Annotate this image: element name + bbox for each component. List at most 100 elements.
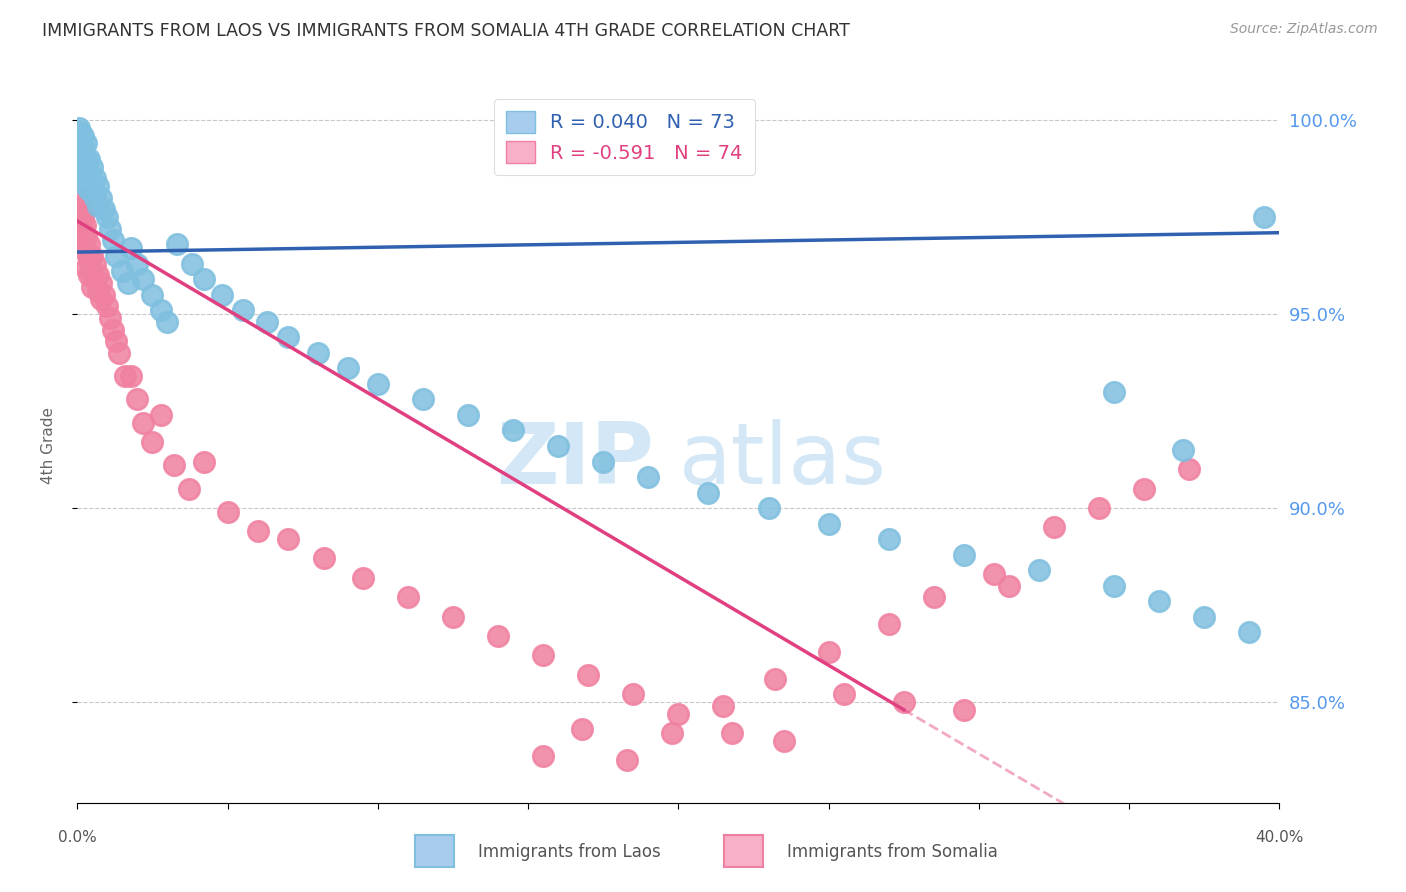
- Point: [75, 245, 97, 260]
- Point: [70, 206, 93, 220]
- Point: [105, 249, 128, 263]
- Point: [832, 687, 855, 701]
- Point: [1102, 579, 1125, 593]
- Point: [103, 323, 125, 337]
- Point: [96, 210, 118, 224]
- Point: [70, 148, 93, 162]
- Point: [177, 482, 200, 496]
- Point: [100, 311, 122, 326]
- Point: [150, 303, 173, 318]
- Point: [817, 516, 839, 531]
- Point: [637, 470, 659, 484]
- Point: [120, 369, 142, 384]
- Point: [73, 148, 96, 162]
- Point: [180, 257, 202, 271]
- Point: [70, 163, 93, 178]
- Point: [72, 226, 94, 240]
- Point: [486, 629, 509, 643]
- Point: [953, 548, 976, 562]
- Point: [70, 136, 93, 151]
- Point: [75, 229, 97, 244]
- Point: [90, 276, 112, 290]
- Point: [87, 198, 110, 212]
- Point: [75, 163, 97, 178]
- Point: [69, 198, 91, 212]
- Point: [67, 191, 90, 205]
- Point: [90, 292, 112, 306]
- Point: [127, 257, 149, 271]
- Point: [114, 369, 136, 384]
- Point: [367, 376, 389, 391]
- Point: [396, 591, 419, 605]
- Point: [621, 687, 644, 701]
- Point: [103, 234, 125, 248]
- Point: [256, 315, 278, 329]
- Point: [69, 171, 91, 186]
- Point: [150, 408, 173, 422]
- Point: [531, 749, 554, 764]
- Point: [93, 287, 115, 301]
- Point: [412, 392, 434, 407]
- Text: 0.0%: 0.0%: [58, 830, 97, 845]
- Point: [69, 229, 91, 244]
- Point: [72, 128, 94, 143]
- Point: [877, 532, 900, 546]
- Point: [1043, 520, 1066, 534]
- Point: [117, 276, 139, 290]
- Point: [82, 264, 104, 278]
- Point: [1239, 625, 1261, 640]
- Point: [67, 128, 90, 143]
- Point: [75, 136, 97, 151]
- Point: [998, 579, 1021, 593]
- Point: [576, 668, 599, 682]
- Point: [79, 268, 101, 283]
- Point: [193, 454, 215, 468]
- Point: [82, 280, 104, 294]
- Point: [111, 264, 134, 278]
- Point: [531, 648, 554, 663]
- Point: [69, 152, 91, 166]
- Point: [922, 591, 945, 605]
- Point: [72, 171, 94, 186]
- Point: [67, 120, 90, 135]
- Point: [877, 617, 900, 632]
- Point: [156, 315, 179, 329]
- Point: [90, 191, 112, 205]
- Point: [82, 160, 104, 174]
- Point: [79, 152, 101, 166]
- Point: [79, 252, 101, 267]
- Point: [75, 179, 97, 194]
- Point: [502, 424, 524, 438]
- Point: [93, 202, 115, 217]
- Point: [307, 346, 329, 360]
- Point: [1088, 501, 1111, 516]
- Text: atlas: atlas: [679, 418, 886, 502]
- Text: IMMIGRANTS FROM LAOS VS IMMIGRANTS FROM SOMALIA 4TH GRADE CORRELATION CHART: IMMIGRANTS FROM LAOS VS IMMIGRANTS FROM …: [42, 22, 851, 40]
- Point: [713, 698, 735, 713]
- Point: [72, 140, 94, 154]
- Point: [75, 152, 97, 166]
- Text: Immigrants from Laos: Immigrants from Laos: [478, 843, 661, 861]
- Point: [72, 156, 94, 170]
- Point: [217, 505, 239, 519]
- Point: [69, 145, 91, 159]
- Point: [120, 241, 142, 255]
- Y-axis label: 4th Grade: 4th Grade: [42, 408, 56, 484]
- Point: [87, 179, 110, 194]
- Text: 40.0%: 40.0%: [1256, 830, 1303, 845]
- Point: [70, 222, 93, 236]
- Point: [79, 168, 101, 182]
- Point: [668, 706, 690, 721]
- Point: [1102, 384, 1125, 399]
- Point: [1178, 462, 1201, 476]
- Point: [1194, 609, 1216, 624]
- Point: [441, 609, 464, 624]
- Point: [1173, 442, 1195, 457]
- Point: [1028, 563, 1050, 577]
- Point: [893, 695, 915, 709]
- Point: [69, 125, 91, 139]
- Point: [277, 330, 299, 344]
- Text: Source: ZipAtlas.com: Source: ZipAtlas.com: [1230, 22, 1378, 37]
- Point: [96, 299, 118, 313]
- Point: [69, 214, 91, 228]
